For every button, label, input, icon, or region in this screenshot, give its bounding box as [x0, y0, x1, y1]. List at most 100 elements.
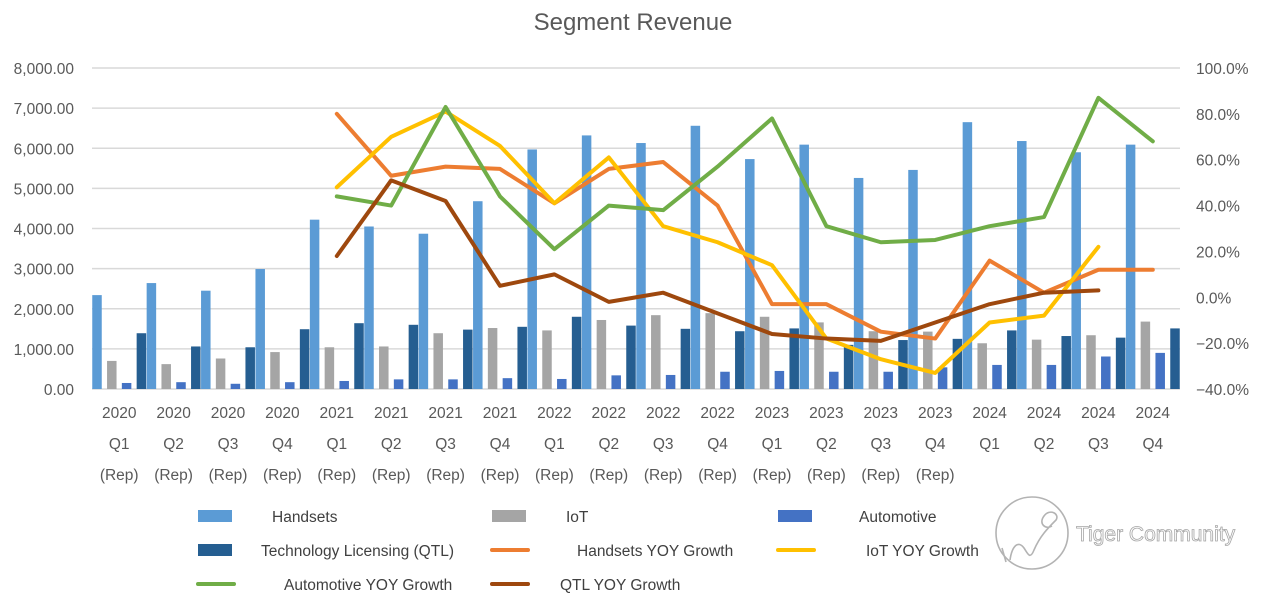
left-axis-tick-label: 3,000.00 — [14, 262, 75, 279]
bar — [107, 360, 117, 389]
x-axis-tick-label: 2021 — [320, 405, 354, 422]
x-axis-tick-label: 2023 — [864, 405, 898, 422]
right-axis-tick-label: 40.0% — [1196, 199, 1240, 216]
x-axis-tick-label: (Rep) — [535, 467, 574, 484]
bar — [92, 295, 102, 389]
x-axis-tick-label: Q1 — [326, 436, 347, 453]
bar — [745, 159, 755, 389]
bar — [720, 371, 730, 389]
legend-item: QTL YOY Growth — [490, 577, 680, 594]
bar — [502, 378, 513, 389]
x-axis-tick-label: Q1 — [762, 436, 783, 453]
bar — [843, 344, 854, 389]
bar — [774, 370, 785, 389]
x-axis-tick-label: (Rep) — [644, 467, 683, 484]
x-axis-tick-label: (Rep) — [807, 467, 846, 484]
bar — [517, 326, 527, 389]
legend-label: QTL YOY Growth — [560, 577, 680, 594]
x-axis-tick-label: Q2 — [1034, 436, 1055, 453]
x-axis-tick-label: 2024 — [1027, 405, 1062, 422]
bar — [309, 219, 320, 389]
right-axis-tick-label: −20.0% — [1196, 336, 1249, 353]
bar — [923, 331, 933, 389]
bar — [977, 343, 987, 389]
x-axis-tick-label: 2020 — [265, 405, 300, 422]
x-axis-tick-label: Q1 — [109, 436, 130, 453]
right-axis-tick-label: 20.0% — [1196, 244, 1240, 261]
x-axis-tick-label: Q3 — [653, 436, 674, 453]
bar — [379, 346, 389, 389]
bar — [473, 201, 483, 389]
bar — [868, 331, 879, 389]
bar — [324, 347, 335, 389]
bar — [735, 331, 745, 389]
x-axis-tick-label: 2024 — [972, 405, 1007, 422]
bar — [705, 313, 715, 389]
x-axis-tick-label: 2022 — [646, 405, 680, 422]
left-axis-tick-label: 7,000.00 — [14, 101, 75, 118]
bar — [354, 323, 364, 389]
legend-item: Automotive — [778, 509, 937, 526]
bar — [1017, 141, 1027, 389]
x-axis-tick-label: (Rep) — [317, 467, 356, 484]
x-axis-tick-label: 2021 — [374, 405, 408, 422]
bar — [557, 378, 567, 389]
bar — [270, 352, 280, 389]
x-axis-tick-label: Q1 — [544, 436, 565, 453]
x-axis-tick-label: Q4 — [490, 436, 511, 453]
bar — [799, 144, 809, 389]
bar — [883, 371, 893, 389]
x-axis-tick-label: (Rep) — [916, 467, 955, 484]
bar — [146, 283, 157, 389]
bar — [433, 333, 443, 389]
bar — [176, 382, 186, 389]
bar — [136, 333, 147, 389]
legend-item: Handsets YOY Growth — [490, 543, 733, 560]
bar — [191, 346, 201, 389]
x-axis-tick-label: 2022 — [700, 405, 734, 422]
bar — [1125, 144, 1136, 389]
x-axis-tick-label: (Rep) — [589, 467, 628, 484]
bar-series-technology-licensing-qtl — [136, 316, 1180, 389]
x-axis-tick-label: Q3 — [218, 436, 239, 453]
legend-item: IoT — [492, 509, 589, 526]
left-axis-tick-label: 4,000.00 — [14, 222, 75, 239]
x-axis-tick-label: (Rep) — [753, 467, 792, 484]
x-axis-tick-label: (Rep) — [263, 467, 302, 484]
x-axis-tick-label: 2021 — [428, 405, 462, 422]
bar — [1115, 337, 1126, 389]
legend: Handsets IoT Automotive Technology Licensin… — [196, 509, 979, 594]
bar — [408, 324, 419, 389]
bar — [339, 380, 349, 389]
bar — [611, 375, 621, 389]
x-axis-tick-label: 2024 — [1136, 405, 1171, 422]
bar — [1155, 352, 1165, 389]
gridlines — [92, 67, 1180, 390]
bar — [364, 226, 374, 389]
right-axis-tick-label: −40.0% — [1196, 382, 1249, 399]
x-axis-tick-label: Q2 — [163, 436, 184, 453]
bar — [680, 328, 691, 389]
bar — [571, 316, 582, 389]
bar — [789, 328, 799, 389]
bar-series-iot — [107, 313, 1151, 389]
legend-item: Automotive YOY Growth — [196, 577, 452, 594]
x-axis-tick-label: Q4 — [272, 436, 293, 453]
x-axis-tick-label: Q2 — [816, 436, 837, 453]
x-axis-tick-label: Q3 — [1088, 436, 1109, 453]
x-axis-tick-label: 2021 — [483, 405, 517, 422]
line-series-automotive-yoy-growth — [334, 95, 1155, 252]
watermark: Tiger Community — [995, 496, 1236, 570]
legend-swatch-bar — [198, 544, 232, 556]
x-axis-tick-label: Q4 — [707, 436, 728, 453]
bar — [201, 290, 211, 389]
bar — [255, 269, 265, 389]
right-axis-tick-label: 60.0% — [1196, 153, 1240, 170]
x-axis-tick-label: (Rep) — [426, 467, 465, 484]
legend-swatch-bar — [778, 510, 812, 522]
bar — [215, 358, 226, 389]
x-axis-tick-label: Q4 — [1142, 436, 1163, 453]
x-axis-tick-label: 2023 — [755, 405, 789, 422]
tiger-community-logo-icon — [995, 496, 1069, 570]
